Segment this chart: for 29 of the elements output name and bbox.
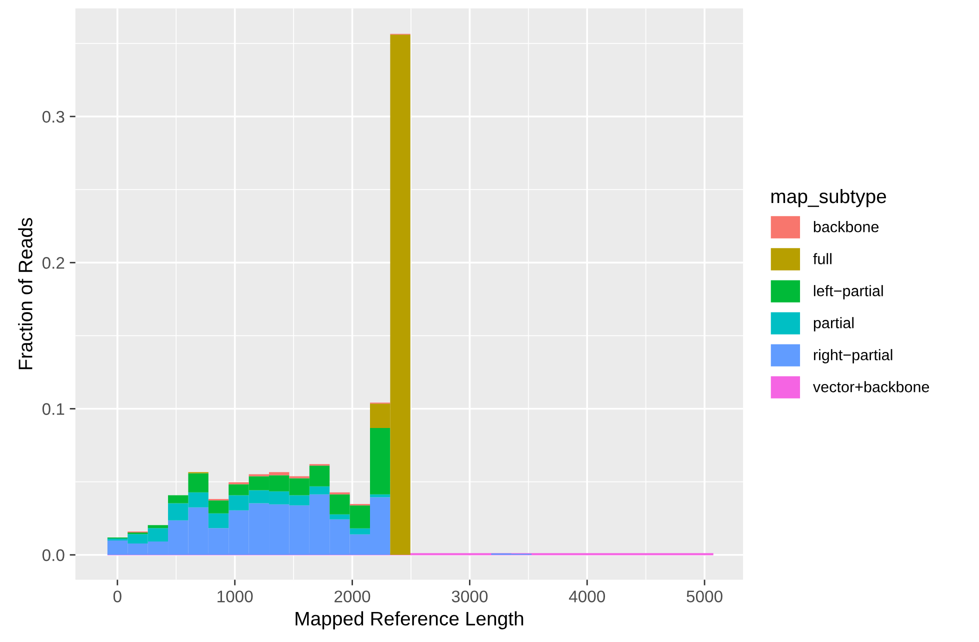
y-tick-label: 0.1 <box>42 403 64 415</box>
bar <box>309 486 330 494</box>
bar <box>148 525 168 528</box>
bar <box>168 495 188 504</box>
y-tick-label: 0.0 <box>42 549 64 562</box>
x-tick-label: 0 <box>113 590 122 602</box>
bar <box>188 473 208 492</box>
x-tick-label: 5000 <box>686 590 722 602</box>
x-tick-label: 3000 <box>452 590 488 602</box>
legend-label: full <box>813 253 832 264</box>
bar <box>370 494 390 498</box>
bar <box>208 513 229 528</box>
y-tick-label: 0.2 <box>42 257 64 269</box>
legend-label: left−partial <box>814 285 883 300</box>
x-tick-label: 4000 <box>568 590 606 602</box>
bar <box>350 528 370 534</box>
y-tick-label: 0.3 <box>42 110 64 123</box>
x-tick-label: 1000 <box>218 590 253 602</box>
legend-label: vector+backbone <box>812 381 930 392</box>
bar <box>208 500 229 514</box>
bar <box>370 428 390 494</box>
legend-label: right−partial <box>814 349 892 364</box>
x-tick-label: 2000 <box>334 590 370 602</box>
legend-title: map_subtype <box>771 188 886 208</box>
legend-label: partial <box>814 317 854 332</box>
legend-label: backbone <box>814 221 879 232</box>
x-axis-title: Mapped Reference Length <box>296 611 524 630</box>
y-axis-title: Fraction of Reads <box>18 218 32 370</box>
bar <box>330 514 350 520</box>
